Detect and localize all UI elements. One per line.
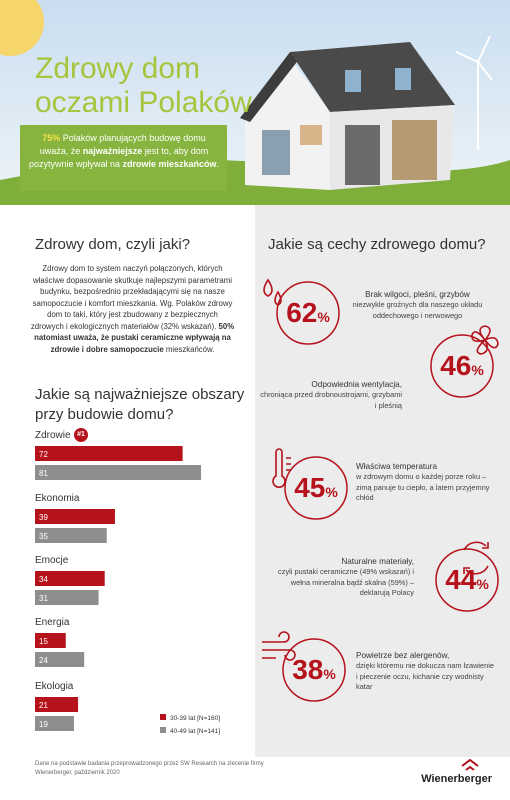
category-label: Energia <box>35 617 70 628</box>
text-run: Zdrowy dom to system naczyń połączonych,… <box>30 264 233 331</box>
value-label: 15 <box>39 637 48 646</box>
value-label: 81 <box>39 469 48 478</box>
features-heading: Jakie są cechy zdrowego domu? <box>268 236 486 253</box>
bar <box>35 446 183 461</box>
bar <box>35 509 115 524</box>
legend-swatch <box>160 727 166 733</box>
feature-percent: 62% <box>286 297 330 328</box>
feature-percent: 45% <box>294 472 338 503</box>
legend-swatch <box>160 714 166 720</box>
logo: Wienerberger <box>421 773 492 785</box>
feature-text: Naturalne materiały, czyli pustaki cerami… <box>268 556 414 599</box>
bar <box>35 528 107 543</box>
cycle-icon <box>463 541 489 575</box>
intro-box <box>20 125 227 191</box>
legend-label: 40-49 lat [N=141] <box>170 728 220 735</box>
fan-icon <box>471 325 499 355</box>
intro: 75% Polaków planujących budowę domu uważ… <box>28 132 220 171</box>
feature-percent: 44% <box>445 564 489 595</box>
feature-text: Odpowiednia wentylacja, chroniąca przed d… <box>258 379 402 411</box>
value-label: 35 <box>39 532 48 541</box>
feature-desc: niezwykle groźnych dla naszego układu od… <box>352 300 483 320</box>
category-label: Emocje <box>35 555 69 566</box>
feature-text: Brak wilgoci, pleśni, grzybów niezwykle g… <box>335 289 500 321</box>
value-label: 24 <box>39 656 48 665</box>
feature-title: Naturalne materiały, <box>341 557 414 566</box>
bar <box>35 590 99 605</box>
title: Zdrowy dom oczami Polaków <box>35 52 252 119</box>
chart-title: Jakie są najważniejsze obszary przy budo… <box>35 386 245 423</box>
value-label: 72 <box>39 450 48 459</box>
feature-percent: 46% <box>440 350 484 381</box>
feature-text: Właściwa temperatura w zdrowym domu o każ… <box>356 461 496 504</box>
feature-text: Powietrze bez alergenów, dzięki któremu n… <box>356 650 496 693</box>
feature-title: Powietrze bez alergenów, <box>356 651 450 660</box>
text-run: 75% <box>42 133 61 143</box>
legend-label: 30-39 lat [N=160] <box>170 715 220 722</box>
feature-circle <box>435 548 499 612</box>
bar <box>35 633 66 648</box>
value-label: 31 <box>39 594 48 603</box>
feature-title: Właściwa temperatura <box>356 462 437 471</box>
annotation-badge: #1 <box>74 428 88 442</box>
text-run: jest to, aby dom pozytywnie wpływał na <box>28 146 209 169</box>
feature-title: Brak wilgoci, pleśni, grzybów <box>365 290 470 299</box>
feature-circle <box>282 638 346 702</box>
footnote: Dane na podstawie badania przeprowadzone… <box>35 761 264 776</box>
value-label: 39 <box>39 513 48 522</box>
text-run: 50% natomiast uważa, że pustaki ceramicz… <box>34 321 235 354</box>
text-run: najważniejsze <box>82 146 143 156</box>
definition-heading: Zdrowy dom, czyli jaki? <box>35 236 191 253</box>
text-run: zdrowie mieszkańców <box>122 159 217 169</box>
value-label: 21 <box>39 701 48 710</box>
feature-percent: 38% <box>292 654 336 685</box>
bar <box>35 465 202 480</box>
feature-circles <box>276 281 499 702</box>
text-run: . <box>216 159 220 169</box>
definition-body: Zdrowy dom to system naczyń połączonych,… <box>30 263 235 355</box>
bar <box>35 571 105 586</box>
feature-desc: czyli pustaki ceramiczne (49% wskazań) i… <box>278 567 414 597</box>
feature-circle <box>430 334 494 398</box>
text-run: Polaków planujących budowę domu uważa, ż… <box>39 133 206 156</box>
category-label: Ekonomia <box>35 493 80 504</box>
right-panel <box>255 205 510 757</box>
value-label: 34 <box>39 575 48 584</box>
bar <box>35 716 74 731</box>
value-label: 19 <box>39 720 48 729</box>
feature-title: Odpowiednia wentylacja, <box>311 380 402 389</box>
category-label: Ekologia <box>35 681 74 692</box>
bar <box>35 652 85 667</box>
feature-circle <box>284 456 348 520</box>
feature-circle <box>276 281 340 345</box>
feature-desc: dzięki któremu nie dokucza nam łzawienie… <box>356 661 495 691</box>
house <box>240 42 455 190</box>
sun <box>0 0 44 56</box>
feature-desc: w zdrowym domu o każdej porze roku – zim… <box>356 472 490 502</box>
windmill <box>455 35 493 150</box>
bar <box>35 697 79 712</box>
text-run: mieszkańców. <box>163 344 215 354</box>
bar-chart: 72 81 39 35 34 31 15 24 21 19 30-39 lat [N=160] 40-… <box>35 446 220 735</box>
logo-mark <box>461 758 479 771</box>
category-label: Zdrowie <box>35 430 71 441</box>
feature-desc: chroniąca przed drobnoustrojami, grzybam… <box>260 390 402 410</box>
